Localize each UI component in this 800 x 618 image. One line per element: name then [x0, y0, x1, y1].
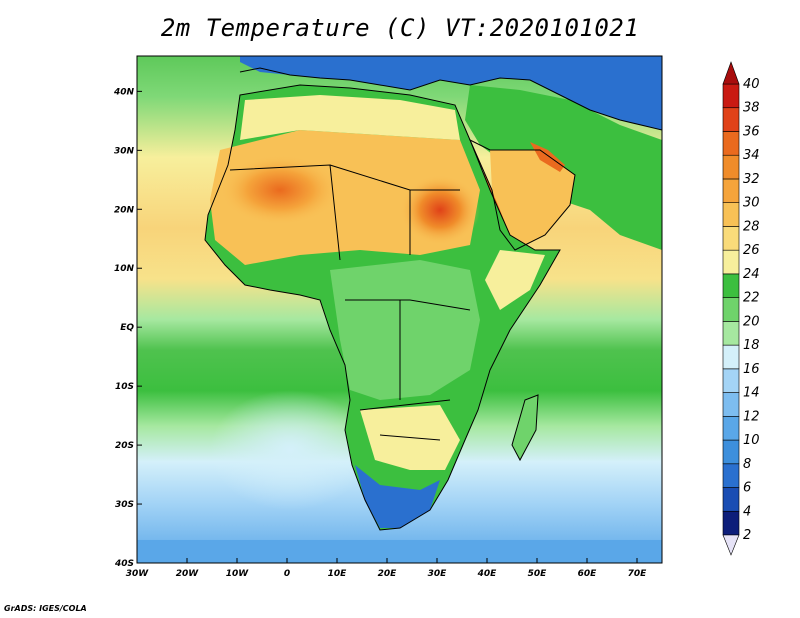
europe-coastline: [239, 67, 662, 131]
y-tick-label: 40S: [114, 559, 134, 569]
colorbar-over-arrow: [722, 61, 740, 85]
y-tick-label: EQ: [120, 323, 134, 333]
colorbar-label: 36: [743, 124, 760, 139]
colorbar-swatch: [722, 321, 740, 346]
colorbar-label: 24: [743, 267, 760, 282]
x-tick-label: 10E: [328, 569, 348, 579]
colorbar-swatch: [722, 510, 740, 536]
colorbar-swatch: [722, 273, 740, 298]
colorbar-label: 4: [743, 504, 751, 519]
colorbar-swatch: [722, 131, 740, 156]
colorbar-label: 22: [743, 291, 760, 306]
cold-ocean-patch: [210, 390, 370, 510]
colorbar-swatch: [722, 463, 740, 488]
y-tick-label: 30N: [114, 146, 135, 156]
map-title: 2m Temperature (C) VT:2020101021: [160, 14, 640, 42]
arabia-hot: [490, 150, 575, 250]
x-tick-label: 50E: [528, 569, 548, 579]
map-frame: [136, 55, 663, 564]
colorbar-label: 26: [743, 243, 760, 258]
sudan-hotspot: [400, 175, 480, 245]
y-tick-label: 40N: [113, 87, 135, 97]
y-tick-label: 30S: [115, 500, 134, 510]
europe-landmass: [240, 56, 662, 130]
colorbar-swatch: [722, 226, 740, 251]
internal-border-5: [359, 399, 451, 411]
central-africa-green: [330, 260, 480, 400]
x-tick-label: 30W: [126, 569, 150, 579]
colorbar-under-arrow: [722, 534, 740, 556]
colorbar-label: 14: [743, 386, 760, 401]
arabia-coastline: [468, 138, 576, 251]
colorbar-label: 40: [743, 77, 760, 92]
x-tick-label: 20E: [378, 569, 398, 579]
colorbar-label: 34: [743, 148, 760, 163]
colorbar-label: 12: [743, 409, 760, 424]
colorbar-swatch: [722, 297, 740, 322]
madagascar: [512, 395, 538, 460]
colorbar-swatch: [722, 202, 740, 227]
colorbar-swatch: [722, 249, 740, 275]
grads-credit: GrADS: IGES/COLA: [4, 604, 87, 613]
southern-ocean-band: [137, 540, 662, 563]
colorbar-swatch: [722, 416, 740, 441]
y-axis: 40S 30S 20S 10S EQ 10N 20N 30N 40N: [113, 87, 142, 569]
colorbar-swatch: [722, 439, 740, 465]
country-borders: [204, 67, 662, 531]
internal-border-6: [379, 434, 441, 441]
colorbar-label: 28: [743, 219, 760, 234]
colorbar-swatch: [722, 344, 740, 370]
colorbar-swatch: [722, 154, 740, 180]
colorbar-label: 8: [743, 457, 751, 472]
colorbar-label: 10: [743, 433, 760, 448]
colorbar-label: 20: [743, 314, 760, 329]
x-tick-label: 70E: [628, 569, 648, 579]
colorbar-swatch: [722, 368, 740, 393]
x-tick-label: 40E: [477, 569, 498, 579]
colorbar-swatch: [722, 178, 740, 203]
colorbar-swatch: [722, 392, 740, 417]
x-axis: 30W 20W 10W 0 10E 20E 30E 40E 50E 60E 70E: [126, 558, 647, 579]
colorbar-label: 2: [743, 528, 751, 543]
y-tick-label: 10S: [115, 382, 134, 392]
colorbar-swatch: [722, 107, 740, 132]
southern-africa-cool: [355, 465, 440, 528]
x-tick-label: 60E: [578, 569, 598, 579]
madagascar-coastline: [511, 394, 539, 462]
north-coast-band: [240, 95, 460, 140]
colorbar-label: 6: [743, 481, 751, 496]
western-sahara-hotspot: [220, 155, 340, 225]
y-tick-label: 20S: [115, 441, 134, 451]
horn-of-africa: [485, 250, 545, 310]
colorbar-label: 16: [743, 362, 760, 377]
colorbar-label: 38: [743, 101, 760, 116]
africa-coastline: [204, 84, 561, 531]
colorbar-label: 32: [743, 172, 760, 187]
colorbar-swatch: [722, 83, 740, 109]
y-tick-label: 20N: [114, 205, 135, 215]
x-tick-label: 0: [284, 569, 290, 579]
y-tick-label: 10N: [114, 264, 135, 274]
internal-border-4: [345, 299, 471, 311]
x-tick-label: 30E: [428, 569, 448, 579]
colorbar-label: 18: [743, 338, 760, 353]
colorbar-label: 30: [743, 196, 760, 211]
colorbar-swatch: [722, 487, 740, 512]
x-tick-label: 10W: [226, 569, 250, 579]
x-tick-label: 20W: [176, 569, 200, 579]
